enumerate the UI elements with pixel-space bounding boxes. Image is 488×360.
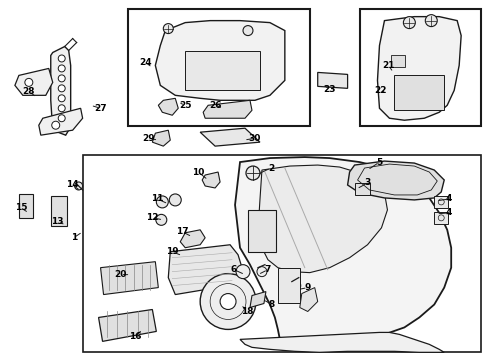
Circle shape <box>245 166 260 180</box>
Circle shape <box>156 214 166 225</box>
Polygon shape <box>258 165 386 273</box>
Polygon shape <box>317 72 347 88</box>
Circle shape <box>163 24 173 33</box>
Text: 29: 29 <box>142 134 154 143</box>
Text: 16: 16 <box>129 332 142 341</box>
Circle shape <box>58 95 65 102</box>
Bar <box>277 268 299 302</box>
Polygon shape <box>240 332 443 352</box>
Circle shape <box>75 182 82 190</box>
Bar <box>390 55 405 67</box>
Text: 9: 9 <box>304 283 310 292</box>
Bar <box>433 212 447 224</box>
Text: 26: 26 <box>208 101 221 110</box>
Circle shape <box>58 115 65 122</box>
Text: 14: 14 <box>66 180 79 189</box>
Text: 13: 13 <box>51 217 64 226</box>
Circle shape <box>58 85 65 92</box>
Circle shape <box>52 121 60 129</box>
Polygon shape <box>155 21 285 100</box>
Polygon shape <box>235 157 450 347</box>
Polygon shape <box>15 68 53 95</box>
Polygon shape <box>168 245 242 294</box>
Circle shape <box>425 15 436 27</box>
Text: 18: 18 <box>240 307 253 316</box>
Text: 11: 11 <box>151 194 163 203</box>
Circle shape <box>156 196 168 208</box>
Text: 17: 17 <box>176 227 188 236</box>
Text: 7: 7 <box>264 265 270 274</box>
Polygon shape <box>347 161 443 200</box>
Circle shape <box>243 26 252 36</box>
Bar <box>128 9 309 126</box>
Text: 10: 10 <box>192 167 204 176</box>
Text: 25: 25 <box>179 101 191 110</box>
Polygon shape <box>377 17 460 120</box>
Circle shape <box>403 17 414 28</box>
Polygon shape <box>180 230 205 248</box>
Circle shape <box>58 75 65 82</box>
Text: 15: 15 <box>15 203 27 212</box>
Polygon shape <box>249 292 265 307</box>
Circle shape <box>58 105 65 112</box>
Polygon shape <box>203 100 251 118</box>
Bar <box>359 9 480 126</box>
Text: 27: 27 <box>94 104 107 113</box>
Circle shape <box>58 55 65 62</box>
Bar <box>247 210 275 252</box>
Bar <box>82 155 480 352</box>
Circle shape <box>169 194 181 206</box>
Text: 23: 23 <box>323 85 335 94</box>
Text: 4: 4 <box>445 194 451 203</box>
Text: 8: 8 <box>268 300 274 309</box>
Bar <box>51 196 66 226</box>
Circle shape <box>25 78 33 86</box>
Text: 1: 1 <box>70 233 77 242</box>
Circle shape <box>220 293 236 310</box>
Text: 3: 3 <box>364 179 370 188</box>
Polygon shape <box>51 46 71 135</box>
Polygon shape <box>39 108 82 135</box>
Text: 2: 2 <box>267 163 273 172</box>
Polygon shape <box>99 310 156 341</box>
Text: 20: 20 <box>114 270 126 279</box>
Text: 19: 19 <box>165 247 178 256</box>
Polygon shape <box>299 288 317 311</box>
Text: 5: 5 <box>376 158 382 167</box>
Text: 21: 21 <box>382 61 394 70</box>
Circle shape <box>200 274 255 329</box>
Polygon shape <box>152 130 170 146</box>
Text: 4: 4 <box>445 208 451 217</box>
Polygon shape <box>202 172 220 188</box>
Circle shape <box>58 65 65 72</box>
Text: 22: 22 <box>373 86 386 95</box>
Text: 12: 12 <box>146 213 158 222</box>
Text: 6: 6 <box>230 265 237 274</box>
Text: 24: 24 <box>139 58 151 67</box>
Polygon shape <box>158 98 178 115</box>
Polygon shape <box>200 128 260 146</box>
Bar <box>19 194 33 218</box>
Bar <box>185 50 260 90</box>
Polygon shape <box>101 262 158 294</box>
Circle shape <box>236 265 249 279</box>
Circle shape <box>290 280 300 291</box>
Text: 30: 30 <box>248 134 261 143</box>
Circle shape <box>256 267 266 276</box>
Bar <box>433 196 447 208</box>
Bar <box>354 183 369 195</box>
Bar <box>394 75 443 110</box>
Text: 28: 28 <box>22 87 35 96</box>
